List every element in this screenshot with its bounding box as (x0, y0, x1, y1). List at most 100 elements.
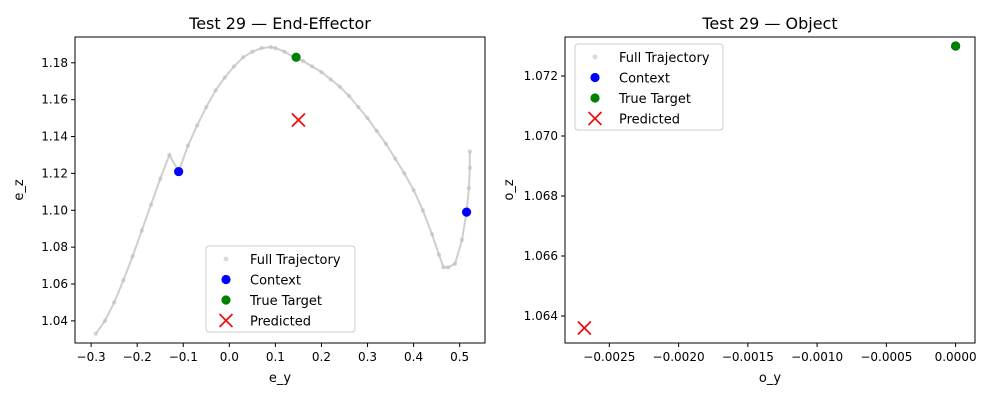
full-trajectory-point (420, 208, 426, 213)
plot-area (93, 44, 472, 336)
full-trajectory-point (452, 261, 458, 266)
y-tick-label: 1.04 (41, 314, 68, 328)
full-trajectory-point (148, 202, 154, 207)
x-tick-label: 0.5 (450, 350, 469, 364)
legend-predicted-marker (587, 111, 603, 126)
x-axis-label: e_y (269, 371, 291, 386)
x-tick-label: −0.0010 (791, 350, 843, 364)
predicted-point (291, 112, 306, 128)
full-trajectory-point (328, 77, 333, 82)
x-axis-label: o_y (759, 371, 781, 386)
legend-full-trajectory-marker (592, 54, 598, 60)
full-trajectory-point (139, 228, 144, 233)
full-trajectory-point (459, 237, 465, 242)
full-trajectory-point (346, 93, 352, 99)
legend: Full Trajectory Context True Target Predict… (205, 245, 356, 333)
x-tick-label: 0.2 (312, 350, 331, 364)
full-trajectory-point (365, 115, 370, 121)
full-trajectory-point (466, 185, 472, 191)
legend-context-marker (221, 274, 231, 285)
full-trajectory-point (402, 171, 407, 176)
x-tick-label: 0.1 (266, 350, 285, 364)
x-tick-label: −0.1 (169, 350, 198, 364)
y-tick-label: 1.08 (41, 240, 68, 254)
axes-frame (564, 36, 976, 344)
full-trajectory-point (259, 45, 264, 51)
legend-true-target-marker (590, 93, 600, 103)
x-tick-label: −0.0025 (583, 350, 635, 364)
full-trajectory-point (158, 176, 163, 182)
full-trajectory-point (222, 75, 227, 80)
chart-title: Test 29 — Object (701, 14, 837, 33)
x-tick-label: 0.3 (358, 350, 377, 364)
y-tick-label: 1.066 (524, 249, 558, 263)
y-tick-label: 1.10 (41, 203, 68, 217)
legend-predicted-label: Predicted (619, 113, 680, 128)
full-trajectory-point (467, 165, 472, 171)
full-trajectory-point (337, 84, 343, 89)
legend-true-target-label: True Target (618, 92, 691, 107)
full-trajectory-point (194, 123, 200, 128)
legend-true-target-marker (221, 295, 231, 305)
full-trajectory-point (356, 104, 361, 110)
full-trajectory-point (130, 254, 135, 259)
full-trajectory-point (93, 331, 98, 336)
y-tick-label: 1.070 (524, 129, 558, 143)
full-trajectory-point (121, 278, 126, 283)
y-tick-label: 1.06 (41, 277, 68, 291)
full-trajectory-point (392, 156, 398, 161)
x-tick-label: −0.0005 (860, 350, 912, 364)
full-trajectory-point (383, 141, 389, 147)
full-trajectory-point (102, 318, 108, 324)
x-tick-label: 0.0000 (935, 350, 977, 364)
legend-true-target-label: True Target (249, 294, 322, 309)
y-tick-label: 1.072 (524, 69, 558, 83)
predicted-point (577, 320, 592, 336)
full-trajectory-point (374, 128, 379, 134)
end-effector-panel: Test 29 — End-Effector −0.3 −0.2 −0.1 0.0 0.1… (12, 14, 486, 386)
legend-context-label: Context (250, 274, 301, 289)
y-tick-label: 1.064 (524, 309, 558, 323)
full-trajectory-point (240, 55, 246, 60)
full-trajectory-point (111, 300, 117, 305)
y-axis-label: e_z (12, 179, 27, 200)
full-trajectory-point (445, 265, 451, 270)
legend-full-trajectory-label: Full Trajectory (250, 253, 341, 268)
legend-predicted-marker (218, 313, 234, 328)
y-axis-label: o_z (502, 179, 517, 200)
x-tick-label: −0.0020 (653, 350, 705, 364)
full-trajectory-point (282, 49, 287, 54)
context-point (461, 207, 472, 217)
context-point (174, 166, 184, 177)
full-trajectory-point (429, 232, 435, 237)
legend-full-trajectory-marker (223, 256, 229, 262)
legend-full-trajectory-label: Full Trajectory (619, 51, 710, 66)
legend-context-label: Context (619, 72, 670, 87)
y-tick-label: 1.068 (524, 189, 558, 203)
legend-box (574, 43, 724, 131)
true-target-point (951, 41, 961, 51)
legend-context-marker (590, 72, 600, 83)
legend-predicted-label: Predicted (250, 315, 311, 330)
full-trajectory-point (185, 143, 191, 148)
y-tick-label: 1.12 (41, 166, 68, 180)
y-tick-label: 1.14 (41, 130, 68, 144)
full-trajectory-point (273, 45, 278, 51)
full-trajectory-point (167, 152, 172, 158)
axes-frame (74, 36, 486, 344)
x-tick-label: −0.3 (77, 350, 106, 364)
x-tick-label: −0.2 (123, 350, 152, 364)
full-trajectory-point (268, 44, 273, 50)
legend: Full Trajectory Context True Target Predict… (574, 43, 724, 131)
true-target-point (291, 52, 301, 62)
full-trajectory-point (250, 49, 255, 54)
chart-title: Test 29 — End-Effector (188, 14, 371, 33)
full-trajectory-point (310, 64, 315, 69)
full-trajectory-point (319, 69, 324, 75)
full-trajectory-point (213, 88, 218, 93)
full-trajectory-point (300, 58, 306, 64)
full-trajectory-point (204, 104, 209, 110)
full-trajectory-point (411, 187, 416, 193)
full-trajectory-point (441, 265, 446, 270)
